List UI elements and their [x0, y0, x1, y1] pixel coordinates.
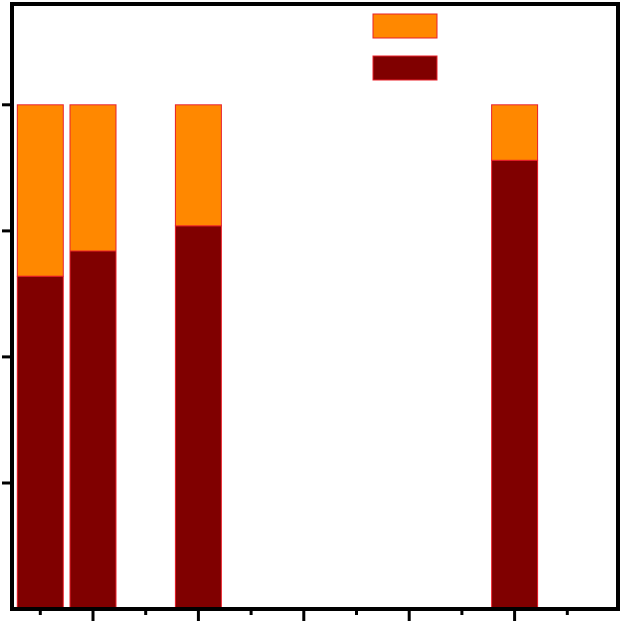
bar-series1-3	[491, 159, 539, 610]
plot-frame	[10, 2, 620, 611]
bar-series1-0	[16, 275, 64, 610]
bar-series2-2	[174, 104, 222, 227]
bar-series1-2	[174, 225, 222, 610]
bars-layer	[16, 104, 539, 610]
legend-swatch-2	[372, 55, 438, 81]
bar-series2-0	[16, 104, 64, 277]
bar-series1-1	[69, 250, 117, 610]
legend	[372, 13, 438, 81]
bar-series2-1	[69, 104, 117, 252]
legend-swatch-1	[372, 13, 438, 39]
bar-series2-3	[491, 104, 539, 161]
